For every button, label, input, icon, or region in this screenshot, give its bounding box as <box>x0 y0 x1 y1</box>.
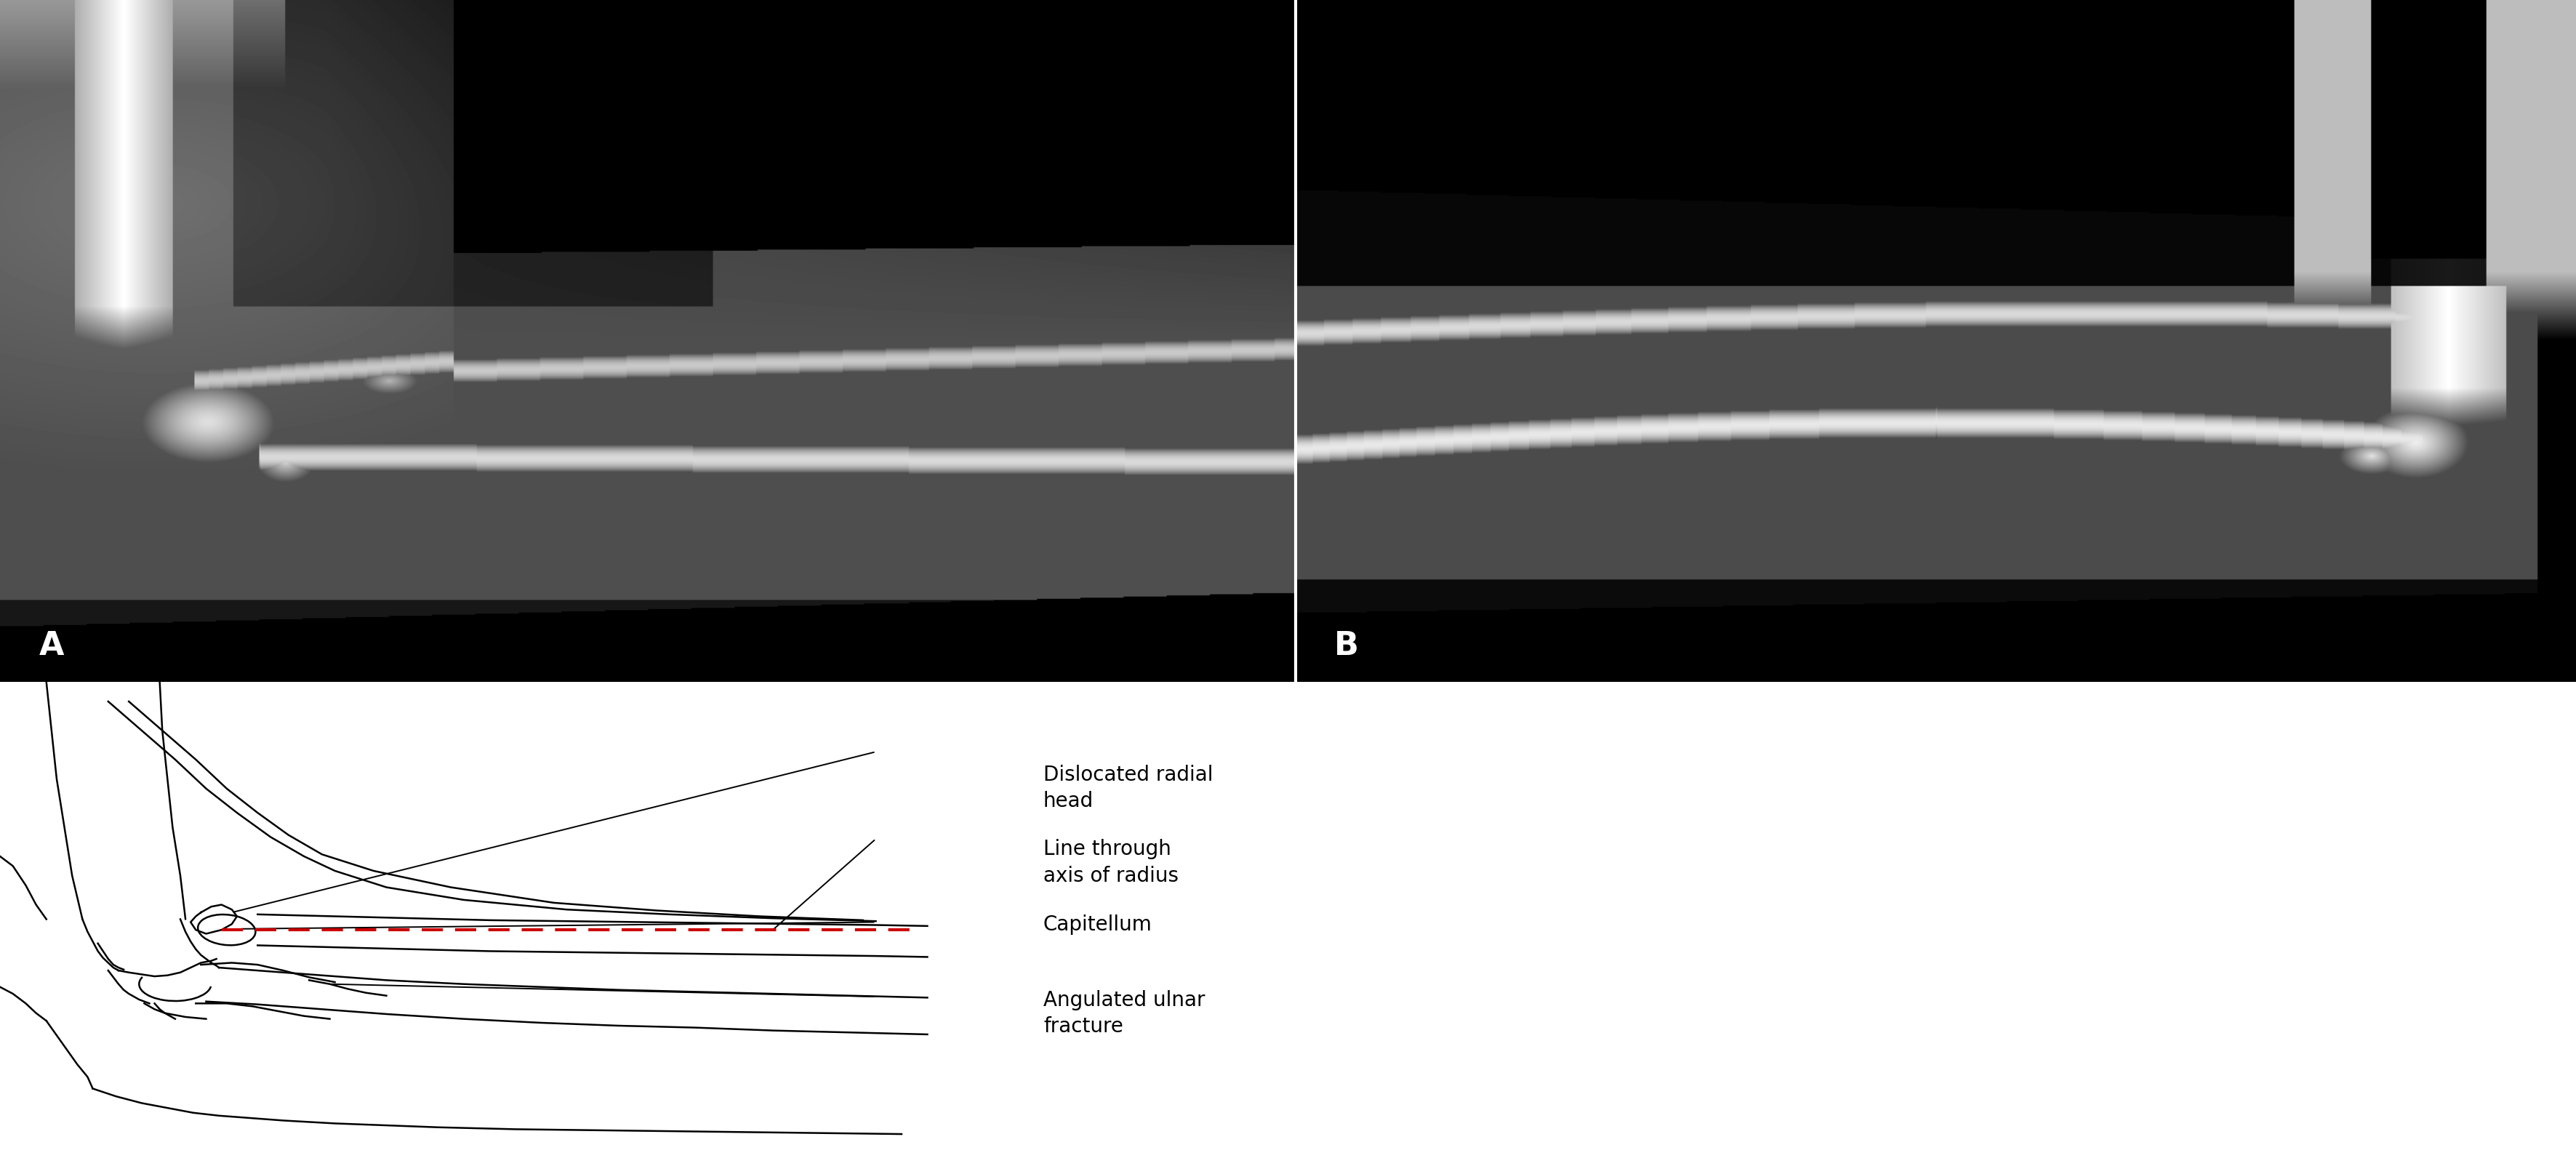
Text: Dislocated radial
head: Dislocated radial head <box>1043 765 1213 812</box>
Text: Angulated ulnar
fracture: Angulated ulnar fracture <box>1043 990 1206 1037</box>
Text: A: A <box>39 630 64 661</box>
Text: Capitellum: Capitellum <box>1043 914 1151 935</box>
Text: Line through
axis of radius: Line through axis of radius <box>1043 838 1177 886</box>
Text: B: B <box>1334 630 1360 661</box>
